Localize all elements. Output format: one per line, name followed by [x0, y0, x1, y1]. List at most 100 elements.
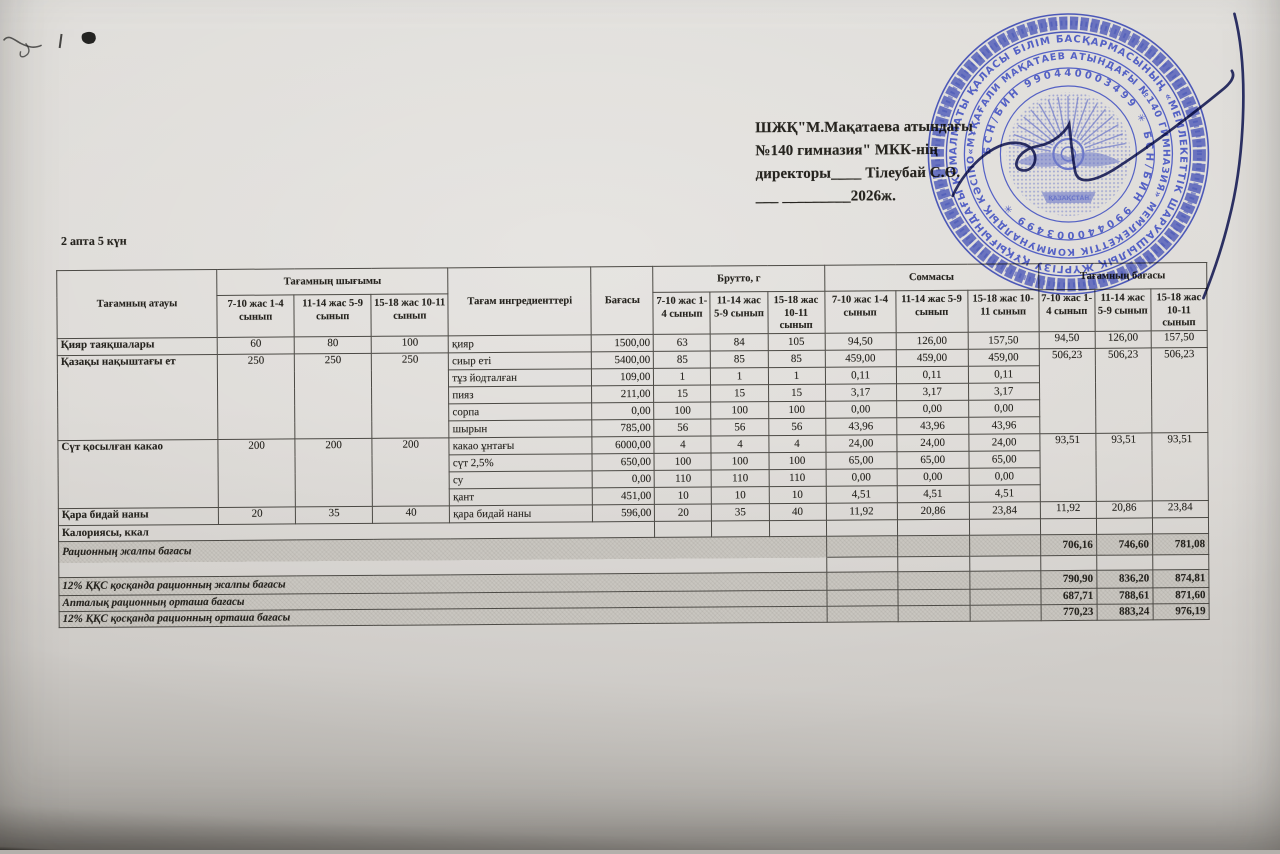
summary-value-cell: 976,19: [1153, 604, 1209, 620]
ingredient-cell: қара бидай наны: [450, 505, 593, 523]
brutto-cell: 10: [712, 487, 769, 504]
brutto-cell: 84: [711, 334, 768, 351]
brutto-cell: 15: [654, 385, 711, 402]
scribble-mark: [4, 37, 42, 47]
age-label: 15-18 жас 10-11 сынып: [769, 292, 823, 333]
sum-cell: 94,50: [825, 333, 896, 350]
empty-cell: [1153, 555, 1209, 570]
sum-cell: 43,96: [896, 417, 968, 435]
sum-cell: 65,00: [897, 451, 969, 469]
period-label: 2 апта 5 күн: [61, 234, 127, 249]
sum-cell: 4,51: [897, 485, 969, 503]
summary-value-cell: 770,23: [1041, 604, 1097, 620]
brutto-cell: 63: [654, 334, 711, 351]
summary-value-cell: 746,60: [1096, 534, 1152, 555]
ingredient-cell: сиыр еті: [449, 352, 592, 370]
pen-marks: [0, 3, 198, 84]
brutto-cell: 40: [769, 503, 826, 520]
sum-cell: 20,86: [897, 502, 969, 520]
brutto-cell: 100: [768, 401, 825, 418]
col-header-age-output: 11-14 жас 5-9 сынып: [294, 294, 371, 337]
sum-cell: 0,00: [825, 401, 896, 418]
sum-cell: 65,00: [969, 451, 1040, 468]
brutto-cell: 4: [711, 436, 768, 453]
brutto-cell: 1: [711, 368, 768, 385]
sum-cell: 157,50: [968, 332, 1039, 349]
dish-name-cell: Қара бидай наны: [58, 507, 218, 525]
summary-value-cell: 687,71: [1041, 588, 1097, 604]
brutto-cell: 56: [654, 419, 711, 436]
col-header-age-brutto: 11-14 жас 5-9 сынып: [710, 292, 767, 334]
ingredient-cell: сүт 2,5%: [449, 454, 592, 472]
empty-cell: [970, 605, 1041, 621]
empty-cell: [897, 519, 969, 536]
sum-cell: 23,84: [969, 502, 1040, 519]
brutto-cell: 85: [711, 351, 768, 368]
tick-mark: [60, 34, 62, 48]
sum-cell: 126,00: [896, 332, 968, 350]
empty-cell: [969, 556, 1040, 571]
age-label: 7-10 жас 1-4 сынып: [826, 291, 894, 332]
sum-cell: 24,00: [896, 434, 968, 452]
age-label: 11-14 жас 5-9 сынып: [712, 292, 766, 333]
meal-price-cell: 20,86: [1096, 501, 1152, 518]
empty-cell: [898, 589, 970, 606]
meal-price-cell: 93,51: [1152, 433, 1209, 501]
col-header-age-brutto: 7-10 жас 1-4 сынып: [653, 292, 710, 334]
sum-cell: 459,00: [825, 350, 896, 367]
col-header-age-output: 7-10 жас 1-4 сынып: [217, 295, 294, 338]
meal-price-cell: 94,50: [1039, 331, 1095, 348]
brutto-cell: 10: [655, 487, 712, 504]
output-cell: 200: [372, 438, 450, 507]
brutto-cell: 100: [711, 402, 768, 419]
output-cell: 200: [218, 439, 296, 508]
ingredient-price-cell: 1500,00: [592, 334, 654, 351]
empty-cell: [655, 521, 712, 537]
brutto-cell: 85: [768, 350, 825, 367]
output-cell: 35: [296, 506, 373, 524]
ingredient-price-cell: 785,00: [592, 419, 654, 436]
empty-cell: [969, 519, 1040, 535]
empty-cell: [897, 571, 969, 590]
sum-cell: 0,00: [897, 468, 969, 486]
brutto-cell: 100: [654, 453, 711, 470]
empty-cell: [1040, 518, 1096, 534]
output-cell: 250: [217, 354, 295, 440]
sum-cell: 0,00: [968, 400, 1039, 417]
empty-cell: [826, 520, 897, 536]
meal-price-cell: 157,50: [1151, 331, 1207, 348]
summary-value-cell: 871,60: [1153, 588, 1209, 604]
ingredient-cell: какао ұнтағы: [449, 437, 592, 455]
summary-value-cell: 781,08: [1152, 534, 1208, 555]
summary-value-cell: 836,20: [1097, 570, 1153, 588]
meal-price-cell: 506,23: [1151, 348, 1208, 433]
brutto-cell: 100: [768, 452, 825, 469]
ingredient-cell: қияр: [448, 335, 591, 353]
col-header-dish-name: Тағамның атауы: [57, 269, 218, 338]
empty-cell: [1096, 518, 1152, 534]
sum-cell: 459,00: [896, 349, 968, 367]
sum-cell: 459,00: [968, 349, 1039, 366]
sum-cell: 3,17: [968, 383, 1039, 400]
brutto-cell: 110: [769, 469, 826, 486]
empty-cell: [969, 571, 1040, 589]
meal-price-cell: 506,23: [1039, 348, 1096, 433]
sum-cell: 3,17: [896, 383, 968, 401]
empty-cell: [826, 536, 897, 557]
sum-cell: 43,96: [825, 418, 896, 435]
brutto-cell: 15: [768, 384, 825, 401]
ingredient-cell: су: [449, 471, 592, 489]
empty-cell: [970, 589, 1041, 605]
sum-cell: 11,92: [826, 503, 897, 520]
dish-name-cell: Сүт қосылған какао: [58, 439, 219, 508]
empty-cell: [827, 590, 898, 606]
ingredient-price-cell: 650,00: [592, 453, 654, 470]
summary-value-cell: 788,61: [1097, 588, 1153, 604]
dish-name-cell: Қияр таяқшалары: [57, 337, 217, 355]
summary-value-cell: 883,24: [1097, 604, 1153, 620]
brutto-cell: 85: [654, 351, 711, 368]
ingredient-price-cell: 596,00: [593, 504, 655, 521]
ingredient-price-cell: 6000,00: [592, 436, 654, 453]
